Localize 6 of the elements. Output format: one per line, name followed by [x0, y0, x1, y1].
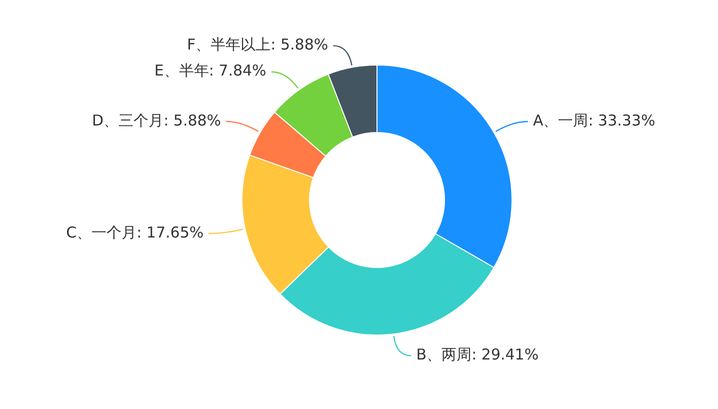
- slice-label: A、一周: 33.33%: [532, 111, 656, 130]
- slice-label: E、半年: 7.84%: [154, 62, 266, 80]
- slice-label: F、半年以上: 5.88%: [187, 36, 328, 54]
- slice-label: B、两周: 29.41%: [416, 346, 539, 364]
- slice-label: D、三个月: 5.88%: [92, 111, 222, 130]
- slice-label: C、一个月: 17.65%: [66, 223, 204, 242]
